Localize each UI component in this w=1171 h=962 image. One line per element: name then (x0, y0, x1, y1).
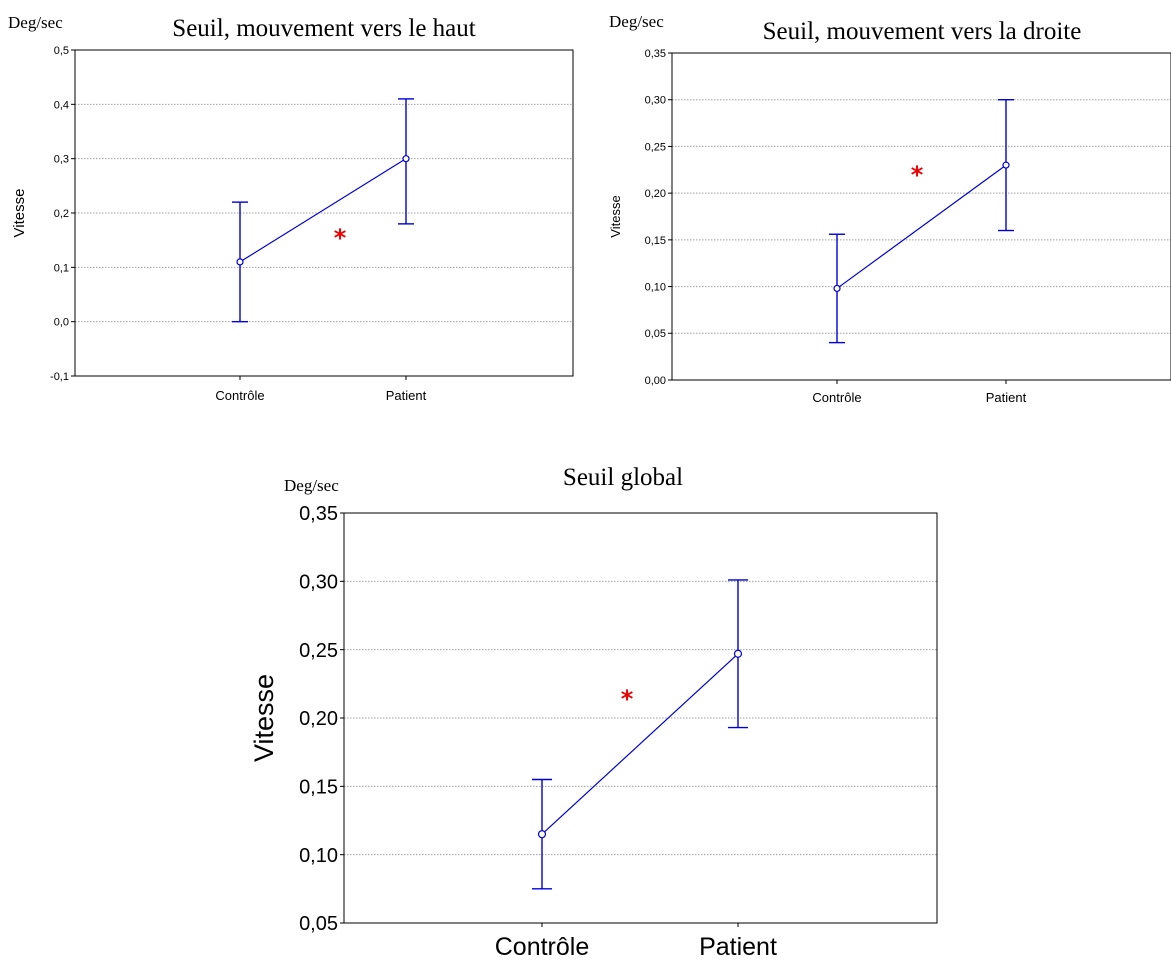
y-tick-label: 0,00 (645, 375, 666, 387)
y-tick-label: 0,2 (54, 208, 69, 220)
y-unit-label: Deg/sec (8, 13, 63, 32)
y-tick-label: 0,20 (299, 708, 338, 730)
chart-title: Seuil, mouvement vers la droite (763, 18, 1082, 45)
y-tick-label: -0,1 (50, 371, 69, 383)
y-unit-label: Deg/sec (284, 476, 339, 495)
x-category-label: Patient (386, 388, 427, 403)
y-tick-label: 0,3 (54, 154, 69, 166)
chart-title: Seuil, mouvement vers le haut (172, 15, 475, 42)
plot-frame (343, 512, 938, 924)
y-tick-label: 0,25 (299, 640, 338, 662)
plot-frame (74, 49, 574, 377)
y-unit-label: Deg/sec (609, 12, 664, 31)
chart-2: Seuil, mouvement vers la droite Deg/sec 0,… (608, 12, 1171, 405)
y-axis-title: Vitesse (11, 189, 28, 238)
y-tick-label: 0,25 (645, 141, 666, 153)
y-tick-label: 0,05 (299, 913, 338, 935)
x-category-label: Contrôle (812, 390, 861, 405)
x-category-label: Patient (986, 390, 1027, 405)
y-tick-label: 0,35 (299, 503, 338, 525)
mean-point (833, 284, 841, 293)
y-tick-label: 0,5 (54, 45, 69, 57)
mean-line (836, 164, 1007, 289)
mean-point (537, 830, 547, 839)
plot-frame (671, 52, 1171, 381)
y-tick-label: 0,10 (645, 282, 666, 294)
significance-asterisk: * (621, 685, 634, 713)
y-tick-label: 0,4 (54, 99, 69, 111)
chart-1: Seuil, mouvement vers le haut Deg/sec -0,1… (8, 13, 574, 403)
y-tick-label: 0,20 (645, 188, 666, 200)
y-tick-label: 0,10 (299, 845, 338, 867)
y-axis-title: Vitesse (249, 674, 279, 762)
significance-asterisk: * (334, 224, 347, 252)
y-tick-label: 0,30 (645, 95, 666, 107)
significance-asterisk: * (911, 161, 924, 189)
y-tick-label: 0,05 (645, 328, 666, 340)
x-category-label: Patient (699, 933, 777, 961)
y-tick-label: 0,1 (54, 262, 69, 274)
y-tick-label: 0,35 (645, 48, 666, 60)
mean-line (239, 158, 407, 263)
y-tick-label: 0,15 (299, 777, 338, 799)
mean-point (236, 258, 244, 266)
y-tick-label: 0,15 (645, 235, 666, 247)
y-axis-title: Vitesse (608, 195, 623, 237)
chart-title: Seuil global (563, 464, 683, 491)
mean-point (733, 649, 743, 658)
mean-line (541, 653, 739, 835)
y-tick-label: 0,0 (54, 317, 69, 329)
x-category-label: Contrôle (495, 933, 590, 961)
y-tick-label: 0,30 (299, 572, 338, 594)
chart-3: Seuil global Deg/sec 0,05 0,10 0,15 0,20 0,25 0… (249, 464, 938, 961)
mean-point (402, 155, 410, 163)
mean-point (1002, 161, 1010, 169)
x-category-label: Contrôle (215, 388, 264, 403)
